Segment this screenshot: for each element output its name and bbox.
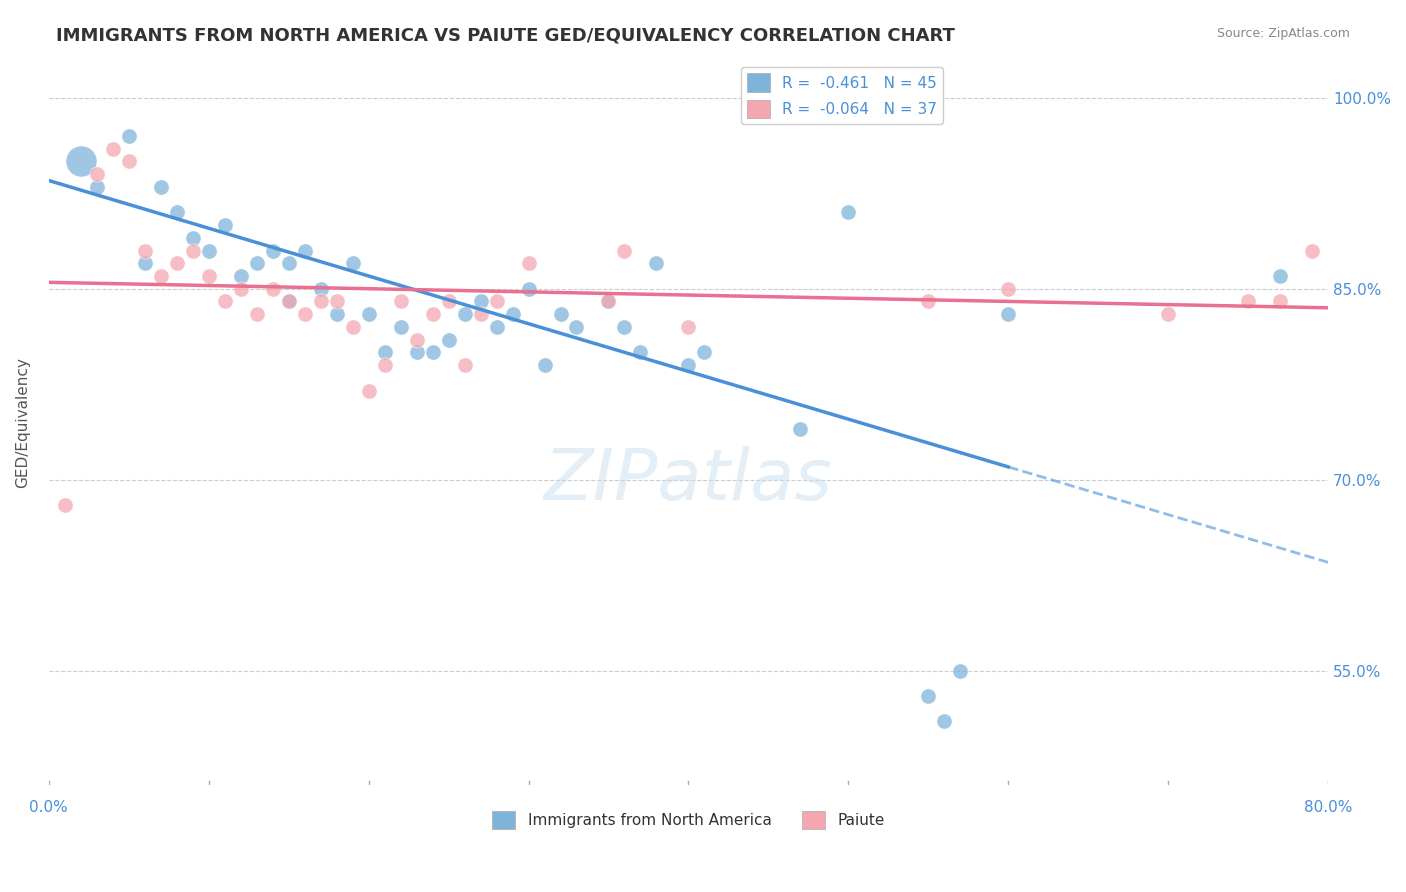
Point [149, 268, 172, 283]
Point [197, 244, 219, 258]
Point [678, 319, 700, 334]
Point [453, 307, 475, 321]
Point [613, 319, 636, 334]
Text: 0.0%: 0.0% [30, 800, 67, 815]
Point [357, 307, 380, 321]
Point [277, 294, 299, 309]
Point [1157, 307, 1180, 321]
Point [997, 307, 1019, 321]
Point [325, 307, 347, 321]
Point [229, 268, 252, 283]
Point [485, 319, 508, 334]
Point [389, 319, 412, 334]
Point [309, 294, 332, 309]
Point [325, 294, 347, 309]
Point [53, 498, 76, 512]
Point [374, 345, 396, 359]
Point [949, 664, 972, 678]
Point [533, 358, 555, 372]
Point [246, 307, 269, 321]
Point [214, 294, 236, 309]
Point [598, 294, 620, 309]
Point [565, 319, 588, 334]
Point [262, 282, 284, 296]
Point [550, 307, 572, 321]
Point [997, 282, 1019, 296]
Point [118, 128, 141, 143]
Point [1268, 294, 1291, 309]
Point [470, 307, 492, 321]
Point [374, 358, 396, 372]
Point [197, 268, 219, 283]
Point [342, 256, 364, 270]
Point [294, 307, 316, 321]
Point [837, 205, 859, 219]
Point [101, 142, 124, 156]
Point [1268, 268, 1291, 283]
Point [405, 345, 427, 359]
Point [134, 244, 156, 258]
Point [166, 205, 188, 219]
Text: Source: ZipAtlas.com: Source: ZipAtlas.com [1216, 27, 1350, 40]
Point [678, 358, 700, 372]
Point [69, 154, 91, 169]
Point [917, 689, 939, 703]
Text: 80.0%: 80.0% [1303, 800, 1353, 815]
Point [917, 294, 939, 309]
Point [229, 282, 252, 296]
Point [86, 167, 108, 181]
Point [214, 218, 236, 232]
Point [1301, 244, 1323, 258]
Point [470, 294, 492, 309]
Point [485, 294, 508, 309]
Point [342, 319, 364, 334]
Point [357, 384, 380, 398]
Point [453, 358, 475, 372]
Point [86, 180, 108, 194]
Point [422, 345, 444, 359]
Point [598, 294, 620, 309]
Point [693, 345, 716, 359]
Point [181, 244, 204, 258]
Text: ZIPatlas: ZIPatlas [544, 446, 832, 515]
Point [294, 244, 316, 258]
Point [437, 333, 460, 347]
Point [181, 231, 204, 245]
Point [277, 294, 299, 309]
Point [309, 282, 332, 296]
Legend: Immigrants from North America, Paiute: Immigrants from North America, Paiute [486, 805, 890, 836]
Point [277, 256, 299, 270]
Point [422, 307, 444, 321]
Point [645, 256, 668, 270]
Point [149, 180, 172, 194]
Point [246, 256, 269, 270]
Point [613, 244, 636, 258]
Point [517, 282, 540, 296]
Point [517, 256, 540, 270]
Point [405, 333, 427, 347]
Point [437, 294, 460, 309]
Y-axis label: GED/Equivalency: GED/Equivalency [15, 357, 30, 488]
Point [789, 422, 811, 436]
Point [389, 294, 412, 309]
Text: IMMIGRANTS FROM NORTH AMERICA VS PAIUTE GED/EQUIVALENCY CORRELATION CHART: IMMIGRANTS FROM NORTH AMERICA VS PAIUTE … [56, 27, 955, 45]
Point [166, 256, 188, 270]
Point [502, 307, 524, 321]
Point [630, 345, 652, 359]
Point [1237, 294, 1260, 309]
Point [934, 714, 956, 729]
Point [118, 154, 141, 169]
Point [262, 244, 284, 258]
Point [134, 256, 156, 270]
